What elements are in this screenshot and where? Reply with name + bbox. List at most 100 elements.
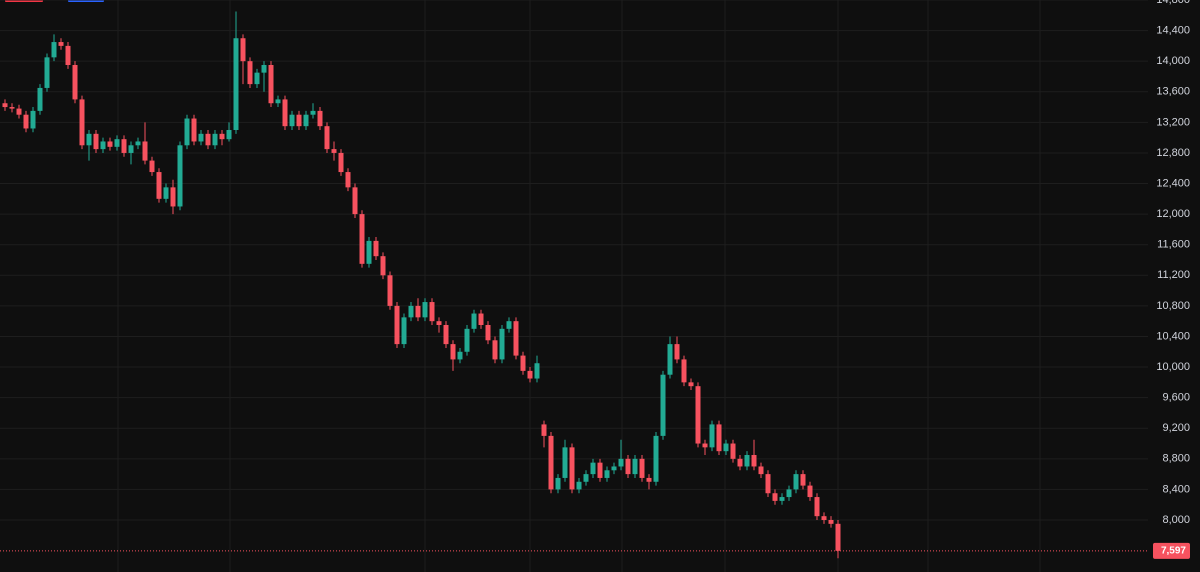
- candle-body: [233, 38, 239, 131]
- candle-body: [93, 133, 99, 150]
- y-tick-label: 14,400: [1156, 24, 1190, 36]
- candle-body: [800, 474, 806, 486]
- candle-body: [688, 382, 694, 387]
- candle-body: [485, 325, 491, 341]
- y-tick-label: 11,600: [1157, 239, 1190, 251]
- y-tick-label: 10,000: [1156, 361, 1190, 373]
- y-tick-label: 8,000: [1162, 514, 1190, 526]
- candle-body: [289, 114, 295, 127]
- last-price-box: [1153, 542, 1190, 559]
- candle-body: [247, 61, 253, 85]
- candle-body: [156, 172, 162, 199]
- candle-body: [23, 114, 29, 129]
- candle-body: [506, 321, 512, 329]
- y-tick-label: 12,800: [1156, 147, 1190, 159]
- candle-body: [709, 424, 715, 448]
- candle-body: [674, 344, 680, 360]
- candle-body: [142, 141, 148, 161]
- y-tick-label: 14,800: [1156, 0, 1190, 6]
- candle-body: [324, 126, 330, 150]
- candle-body: [632, 458, 638, 475]
- candle-body: [702, 443, 708, 448]
- candle-body: [268, 65, 274, 104]
- candle-body: [667, 344, 673, 375]
- candle-body: [758, 466, 764, 475]
- candle-body: [331, 149, 337, 153]
- candle-body: [58, 42, 64, 46]
- candle-body: [604, 470, 610, 478]
- candle-body: [569, 447, 575, 490]
- candle-body: [345, 172, 351, 188]
- candle-body: [772, 493, 778, 501]
- candle-body: [191, 118, 197, 142]
- candle-body: [79, 99, 85, 146]
- candle-body: [814, 497, 820, 517]
- candle-body: [114, 139, 120, 147]
- candle-body: [464, 328, 470, 352]
- candle-body: [695, 386, 701, 444]
- candle-body: [317, 110, 323, 127]
- candle-body: [254, 72, 260, 85]
- candle-body: [639, 458, 645, 478]
- candle-body: [212, 133, 218, 146]
- candle-body: [793, 474, 799, 490]
- y-tick-label: 9,200: [1162, 422, 1190, 434]
- candle-body: [492, 340, 498, 360]
- candle-body: [646, 477, 652, 482]
- candle-body: [520, 355, 526, 371]
- y-tick-label: 9,600: [1162, 392, 1190, 404]
- candle-body: [786, 489, 792, 498]
- candle-body: [352, 187, 358, 215]
- candle-body: [562, 447, 568, 478]
- candle-body: [730, 443, 736, 459]
- candle-body: [86, 133, 92, 146]
- candle-body: [44, 57, 50, 88]
- candle-body: [226, 130, 232, 140]
- candle-body: [51, 42, 57, 58]
- candle-body: [37, 87, 43, 111]
- candle-body: [779, 497, 785, 501]
- candle-body: [100, 141, 106, 150]
- candle-body: [737, 458, 743, 467]
- candle-body: [198, 133, 204, 142]
- candle-body: [163, 187, 169, 199]
- y-tick-label: 10,400: [1156, 330, 1190, 342]
- candle-body: [597, 462, 603, 478]
- candle-body: [541, 424, 547, 436]
- candle-body: [310, 110, 316, 115]
- candle-body: [744, 455, 750, 467]
- candle-body: [282, 99, 288, 127]
- candle-body: [16, 108, 22, 115]
- candle-body: [2, 103, 8, 108]
- candle-body: [653, 435, 659, 482]
- candle-body: [765, 474, 771, 494]
- y-tick-label: 8,800: [1162, 453, 1190, 465]
- candle-body: [387, 275, 393, 306]
- candle-body: [499, 328, 505, 360]
- candle-body: [723, 443, 729, 452]
- last-price-label: 7,597: [1161, 545, 1186, 556]
- candle-body: [219, 133, 225, 140]
- candle-body: [534, 363, 540, 379]
- candle-body: [611, 466, 617, 471]
- candle-body: [30, 110, 36, 129]
- candle-body: [373, 240, 379, 257]
- candle-body: [821, 516, 827, 520]
- candle-body: [471, 313, 477, 329]
- candle-body: [135, 141, 141, 146]
- y-tick-label: 12,400: [1156, 177, 1190, 189]
- candle-body: [478, 313, 484, 325]
- candle-body: [275, 99, 281, 104]
- y-tick-label: 14,000: [1156, 55, 1190, 67]
- candle-body: [618, 458, 624, 467]
- candle-body: [170, 187, 176, 207]
- candle-body: [443, 325, 449, 345]
- candle-body: [828, 520, 834, 524]
- y-tick-label: 11,200: [1157, 269, 1190, 281]
- candle-body: [184, 118, 190, 146]
- candle-body: [9, 107, 15, 109]
- time-grid: [117, 0, 1041, 572]
- candle-body: [359, 214, 365, 264]
